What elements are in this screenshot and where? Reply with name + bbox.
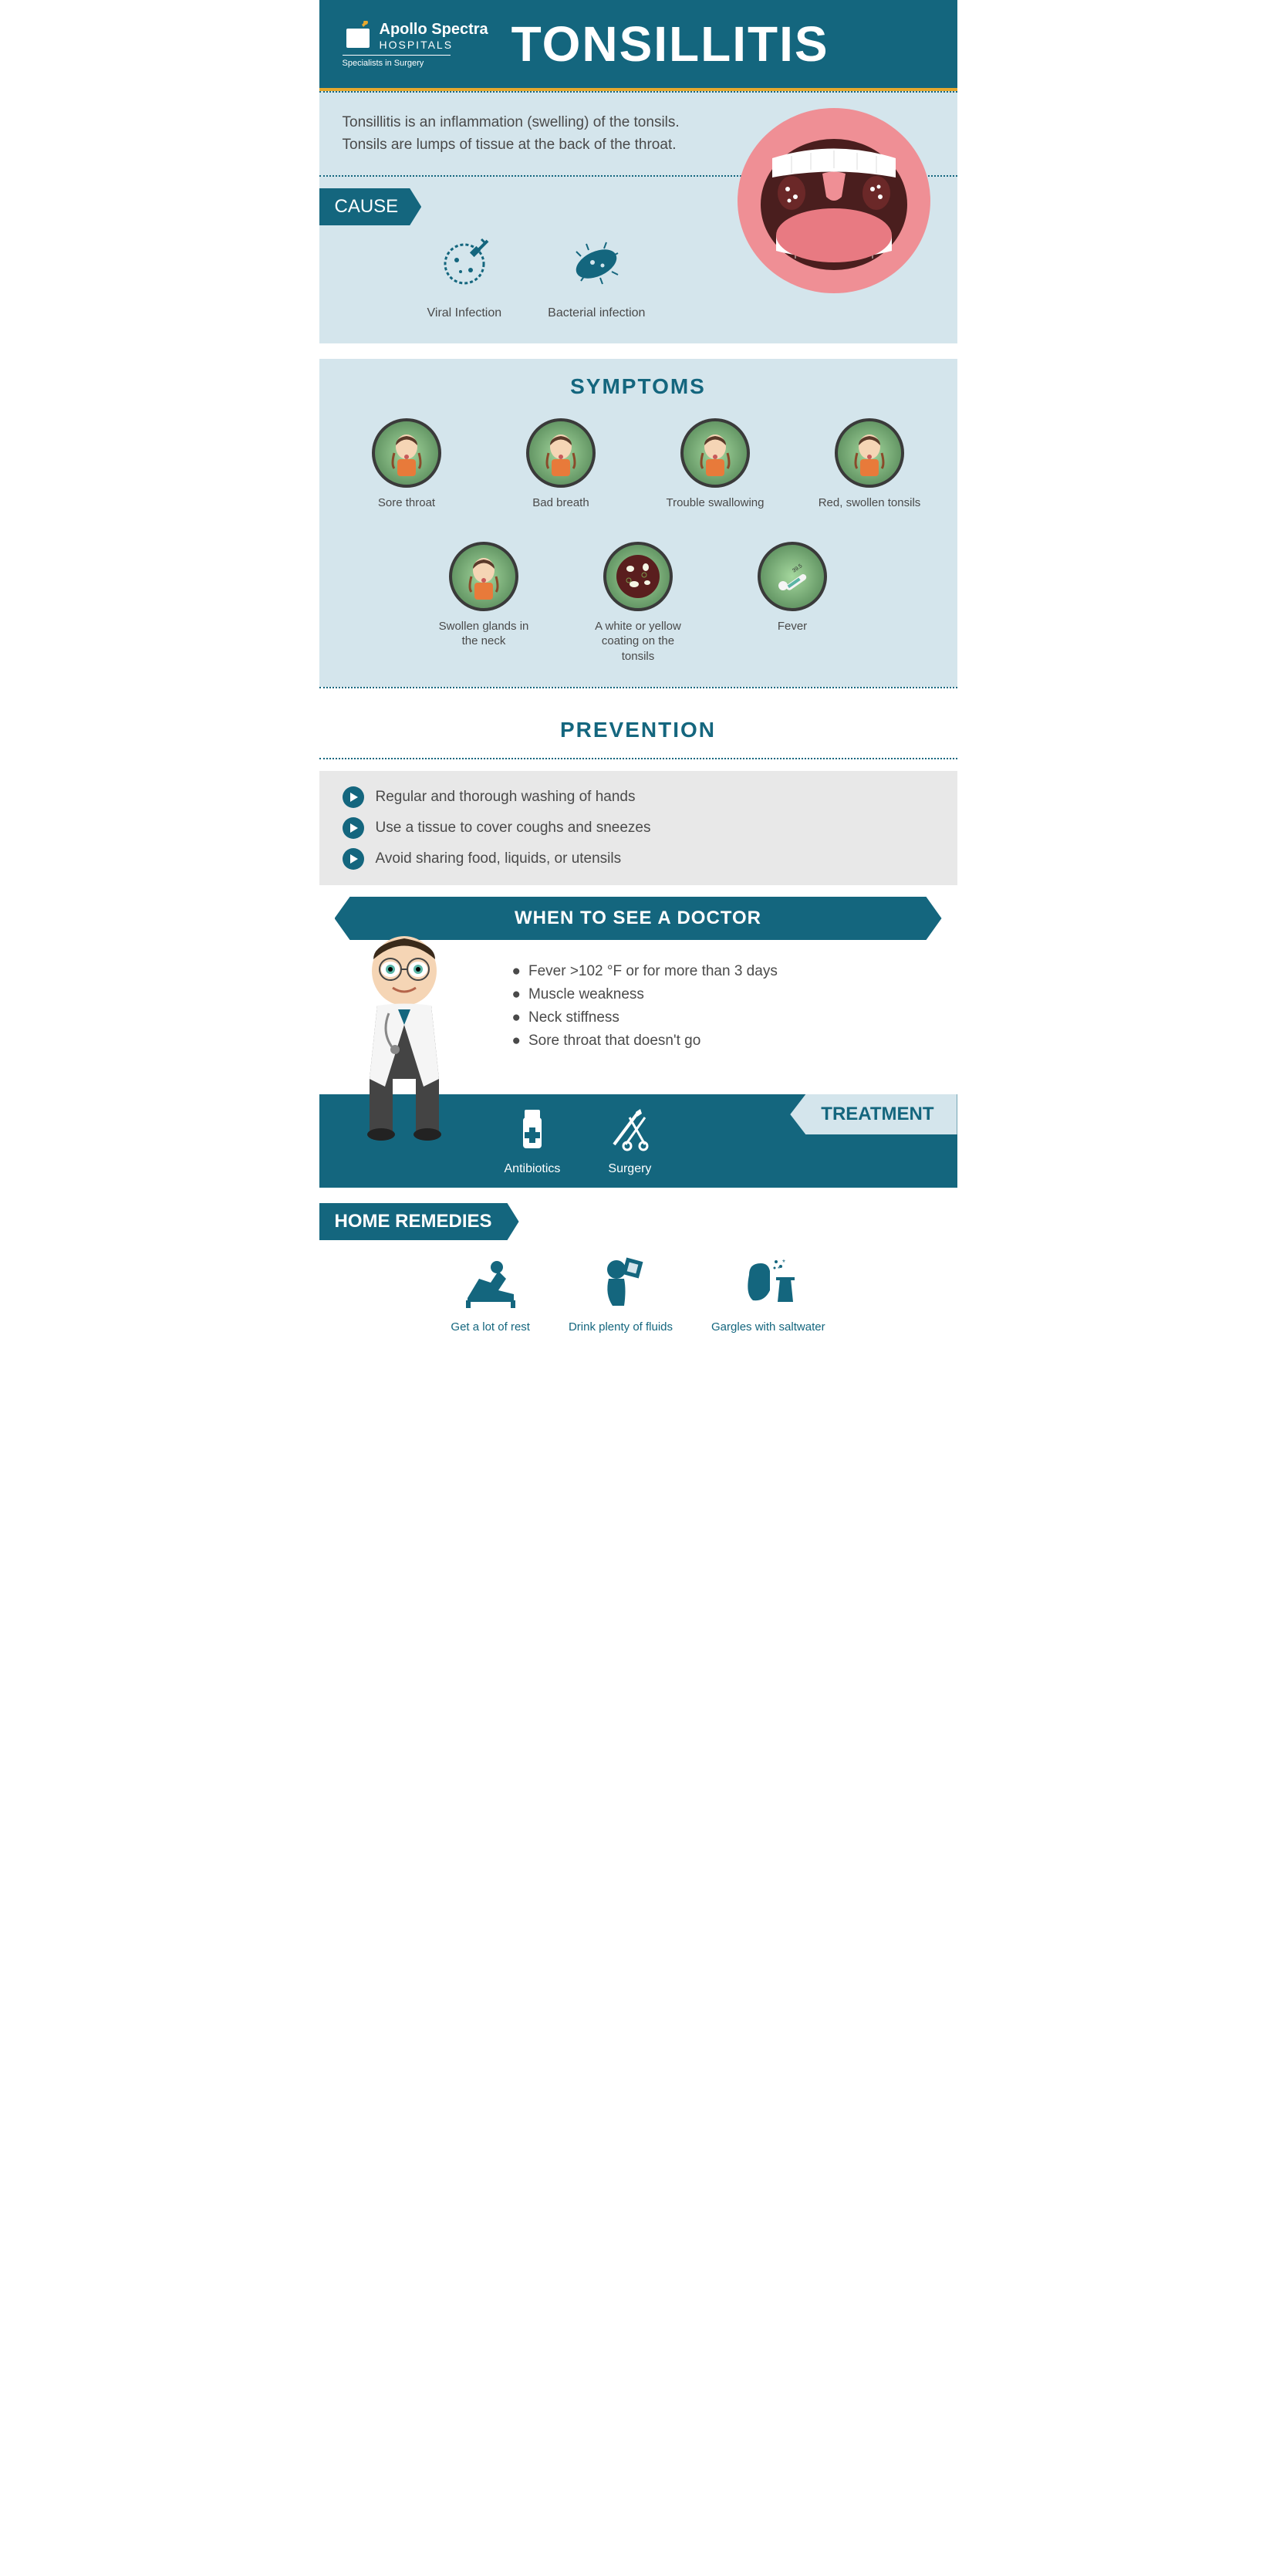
person-sore-throat-icon [372,418,441,488]
remedy-item-label: Get a lot of rest [451,1320,530,1335]
svg-text:*: * [782,1259,785,1267]
thermometer-icon: 39.5 [758,542,827,611]
remedy-item-label: Gargles with saltwater [711,1320,825,1335]
symptom-label: Fever [738,619,846,634]
person-tonsils-icon [835,418,904,488]
prevention-list: Regular and thorough washing of hands Use… [319,771,957,885]
symptom-label: A white or yellow coating on the tonsils [584,619,692,664]
remedies-section: HOME REMEDIES Get a lot of rest [319,1188,957,1351]
person-bad-breath-icon [526,418,596,488]
symptom-label: Swollen glands in the neck [430,619,538,649]
treatment-item-label: Surgery [606,1162,653,1176]
symptoms-section: SYMPTOMS Sore throat Bad breath Trouble sw… [319,359,957,687]
prevention-text: Avoid sharing food, liquids, or utensils [376,850,622,867]
prevention-section: PREVENTION [319,702,957,758]
symptom-label: Trouble swallowing [661,495,769,511]
prevention-text: Regular and thorough washing of hands [376,789,636,806]
cause-item: Bacterial infection [548,233,645,320]
remedy-item: ** Gargles with saltwater [711,1256,825,1335]
symptom-item: Bad breath [507,418,615,511]
doctor-list-item: Sore throat that doesn't go [512,1033,778,1050]
logo-icon [343,21,373,52]
drink-icon [589,1256,651,1310]
bullet-play-icon [343,817,364,839]
svg-text:39.5: 39.5 [792,563,803,574]
symptom-label: Sore throat [353,495,461,511]
doctor-list-item: Neck stiffness [512,1009,778,1026]
prevention-item: Avoid sharing food, liquids, or utensils [343,848,934,870]
bacteria-icon [565,233,627,295]
remedy-item-label: Drink plenty of fluids [569,1320,673,1335]
treatment-item: Surgery [606,1106,653,1176]
remedy-item: Get a lot of rest [451,1256,530,1335]
doctor-illustration-icon [335,925,474,1141]
prevention-item: Use a tissue to cover coughs and sneezes [343,817,934,839]
cause-item-label: Viral Infection [427,306,502,320]
symptom-label: Red, swollen tonsils [815,495,923,511]
infographic-container: Apollo Spectra HOSPITALS Specialists in … [319,0,957,1351]
prevention-item: Regular and thorough washing of hands [343,786,934,808]
medicine-bottle-icon [509,1106,555,1152]
doctor-list: Fever >102 °F or for more than 3 days Mus… [512,955,778,1094]
treatment-label: TREATMENT [790,1094,957,1134]
person-swallow-icon [680,418,750,488]
bullet-play-icon [343,848,364,870]
remedies-label: HOME REMEDIES [319,1203,519,1240]
symptom-label: Bad breath [507,495,615,511]
doctor-list-item: Fever >102 °F or for more than 3 days [512,963,778,980]
prevention-title: PREVENTION [343,718,934,742]
bullet-play-icon [343,786,364,808]
symptom-item: Swollen glands in the neck [430,542,538,664]
person-neck-icon [449,542,518,611]
logo-name: Apollo Spectra [380,21,488,39]
cause-item-label: Bacterial infection [548,306,645,320]
symptoms-title: SYMPTOMS [343,374,934,399]
scalpel-scissors-icon [606,1106,653,1152]
logo-sub: HOSPITALS [380,39,488,51]
prevention-text: Use a tissue to cover coughs and sneezes [376,820,651,837]
doctor-section: Fever >102 °F or for more than 3 days Mus… [319,940,957,1094]
treatment-item-label: Antibiotics [505,1162,561,1176]
intro-section: Tonsillitis is an inflammation (swelling… [319,91,957,177]
virus-syringe-icon [434,233,495,295]
rest-icon [460,1256,522,1310]
doctor-list-item: Muscle weakness [512,986,778,1003]
symptom-item: Trouble swallowing [661,418,769,511]
symptom-item: A white or yellow coating on the tonsils [584,542,692,664]
intro-text: Tonsillitis is an inflammation (swelling… [343,112,705,156]
header: Apollo Spectra HOSPITALS Specialists in … [319,0,957,88]
svg-text:*: * [778,1266,780,1273]
page-title: TONSILLITIS [511,15,829,73]
cause-item: Viral Infection [427,233,502,320]
mouth-illustration-icon [734,100,934,301]
symptom-item: 39.5 Fever [738,542,846,664]
symptom-item: Sore throat [353,418,461,511]
symptom-item: Red, swollen tonsils [815,418,923,511]
logo-tagline: Specialists in Surgery [343,59,488,68]
coating-icon [603,542,673,611]
gargle-icon: ** [738,1256,799,1310]
logo: Apollo Spectra HOSPITALS Specialists in … [343,21,488,68]
remedy-item: Drink plenty of fluids [569,1256,673,1335]
cause-label: CAUSE [319,188,422,225]
treatment-item: Antibiotics [505,1106,561,1176]
